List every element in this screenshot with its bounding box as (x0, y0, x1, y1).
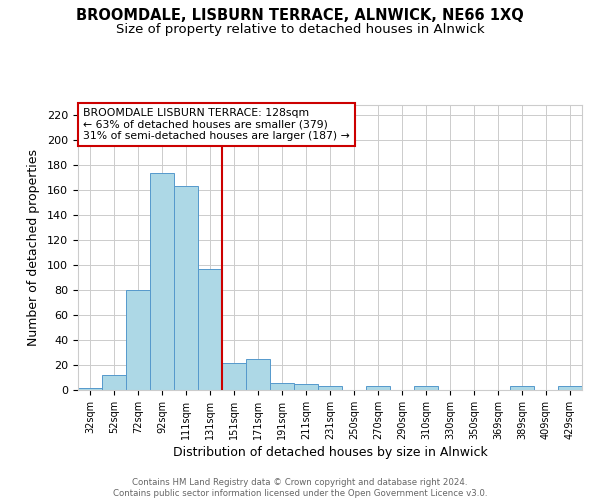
Bar (414, 386, 438, 390)
Text: BROOMDALE LISBURN TERRACE: 128sqm
← 63% of detached houses are smaller (379)
31%: BROOMDALE LISBURN TERRACE: 128sqm ← 63% … (83, 108, 350, 141)
Bar (126, 290, 150, 390)
Bar (294, 384, 318, 390)
Bar (270, 382, 294, 390)
Bar (198, 269, 222, 390)
Bar (102, 375, 126, 390)
Bar (150, 172, 174, 390)
Bar (510, 386, 534, 390)
Bar (246, 359, 270, 390)
Y-axis label: Number of detached properties: Number of detached properties (27, 149, 40, 346)
X-axis label: Distribution of detached houses by size in Alnwick: Distribution of detached houses by size … (173, 446, 487, 459)
Bar (318, 386, 342, 390)
Text: Size of property relative to detached houses in Alnwick: Size of property relative to detached ho… (116, 22, 484, 36)
Bar (366, 386, 390, 390)
Bar (174, 186, 198, 390)
Bar (78, 388, 102, 390)
Text: Contains HM Land Registry data © Crown copyright and database right 2024.
Contai: Contains HM Land Registry data © Crown c… (113, 478, 487, 498)
Bar (558, 386, 582, 390)
Text: BROOMDALE, LISBURN TERRACE, ALNWICK, NE66 1XQ: BROOMDALE, LISBURN TERRACE, ALNWICK, NE6… (76, 8, 524, 22)
Bar (222, 362, 246, 390)
